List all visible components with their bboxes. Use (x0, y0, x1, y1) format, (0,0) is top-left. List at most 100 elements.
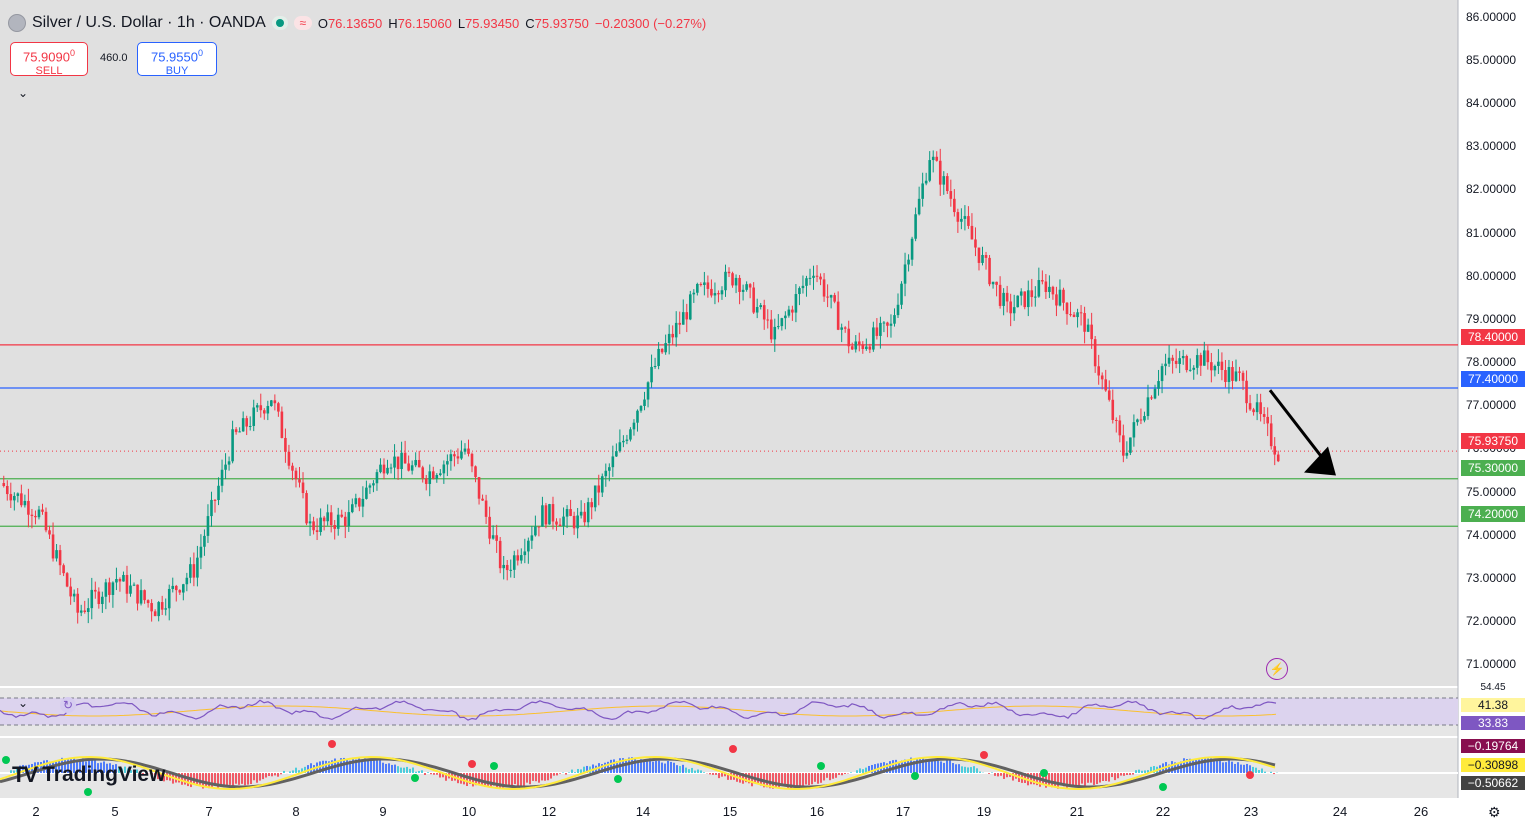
candle-body (69, 586, 72, 597)
macd-histogram-bar (40, 762, 42, 773)
candle-body (562, 516, 565, 526)
candle-body (333, 525, 337, 529)
sell-button[interactable]: 75.90900 SELL (10, 42, 88, 77)
symbol-header: Silver / U.S. Dollar · 1h · OANDA ≈ O76.… (8, 12, 706, 34)
candle-body (780, 318, 784, 327)
macd-histogram-bar (811, 773, 813, 785)
rsi-line (0, 699, 1277, 721)
candle-body (1245, 380, 1248, 404)
candle-body (174, 585, 178, 591)
macd-histogram-bar (799, 773, 801, 788)
macd-histogram-bar (412, 767, 414, 773)
candle-body (368, 485, 372, 488)
candle-body (203, 535, 206, 547)
macd-histogram-bar (1108, 773, 1110, 782)
macd-histogram-bar (1003, 773, 1005, 779)
candle-body (745, 284, 748, 290)
candle-body (41, 509, 44, 512)
macd-histogram-bar (487, 773, 489, 787)
candle-body (967, 216, 970, 226)
macd-histogram-bar (868, 765, 870, 773)
symbol-title[interactable]: Silver / U.S. Dollar · 1h · OANDA (32, 14, 266, 31)
candle-body (1199, 355, 1203, 366)
candle-body (1048, 286, 1051, 293)
macd-histogram-bar (928, 759, 930, 773)
refresh-icon[interactable]: ↻ (60, 697, 76, 713)
candle-body (227, 461, 231, 465)
macd-histogram-bar (181, 773, 183, 785)
macd-histogram-bar (1153, 766, 1155, 773)
macd-histogram-bar (1264, 771, 1266, 773)
macd-histogram-bar (184, 773, 186, 785)
macd-histogram-bar (1117, 773, 1119, 779)
candle-body (1255, 402, 1259, 413)
candle-body (167, 588, 171, 609)
macd-histogram-bar (562, 772, 564, 773)
candle-body (171, 585, 175, 589)
macd-histogram-bar (352, 757, 354, 773)
macd-histogram-bar (1099, 773, 1101, 783)
rsi-collapse-chevron-icon[interactable]: ⌄ (18, 696, 29, 710)
candle-body (30, 514, 34, 516)
buy-button[interactable]: 75.95500 BUY (137, 42, 217, 77)
macd-histogram-bar (871, 764, 873, 773)
candle-body (548, 504, 551, 525)
lightning-icon[interactable]: ⚡ (1266, 658, 1288, 680)
candle-body (495, 535, 498, 541)
candle-body (481, 498, 484, 501)
macd-histogram-bar (247, 773, 249, 785)
macd-histogram-bar (910, 757, 912, 773)
candle-body (945, 176, 949, 192)
candle-body (541, 505, 544, 527)
settings-gear-icon[interactable]: ⚙ (1488, 804, 1501, 820)
candle-body (322, 517, 326, 522)
candle-body (1262, 414, 1266, 417)
macd-histogram-bar (133, 769, 135, 773)
macd-histogram-bar (1231, 761, 1233, 773)
macd-histogram-bar (205, 773, 207, 788)
candle-body (210, 499, 213, 517)
candle-body (850, 346, 854, 350)
macd-histogram-bar (1087, 773, 1089, 783)
candle-body (696, 283, 699, 293)
candle-body (55, 550, 58, 559)
candle-body (882, 322, 886, 324)
candle-body (995, 281, 998, 285)
macd-histogram-bar (916, 759, 918, 773)
macd-histogram-bar (568, 772, 570, 773)
candle-body (977, 247, 981, 263)
candle-body (361, 498, 365, 507)
candle-body (308, 521, 312, 524)
macd-histogram-bar (118, 767, 120, 773)
candle-body (1139, 419, 1143, 421)
collapse-chevron-icon[interactable]: ⌄ (18, 86, 29, 100)
candle-body (611, 456, 615, 468)
macd-histogram-bar (793, 773, 795, 787)
candle-body (505, 564, 509, 571)
macd-histogram-bar (559, 773, 561, 774)
price-tick-label: 80.00000 (1466, 268, 1517, 283)
high-value: 76.15060 (397, 15, 452, 31)
candle-body (435, 475, 439, 479)
price-tick-label: 73.00000 (1466, 571, 1517, 586)
time-tick-label: 14 (635, 804, 651, 819)
price-tick-label: 77.00000 (1466, 398, 1517, 413)
candle-body (1266, 416, 1269, 424)
candle-body (358, 498, 361, 507)
candle-body (65, 573, 69, 587)
macd-histogram-bar (532, 773, 534, 781)
macd-cross-dot (328, 740, 336, 748)
candle-body (1157, 381, 1160, 389)
macd-histogram-bar (946, 760, 948, 773)
price-tick-label: 72.00000 (1466, 614, 1517, 629)
macd-histogram-bar (94, 759, 96, 773)
macd-histogram-bar (973, 766, 975, 773)
candle-body (192, 564, 196, 578)
candle-body (1118, 420, 1122, 436)
candle-body (815, 275, 819, 277)
macd-histogram-bar (76, 760, 78, 773)
macd-histogram-bar (211, 773, 213, 788)
candle-body (748, 284, 752, 288)
candle-body (724, 271, 727, 291)
